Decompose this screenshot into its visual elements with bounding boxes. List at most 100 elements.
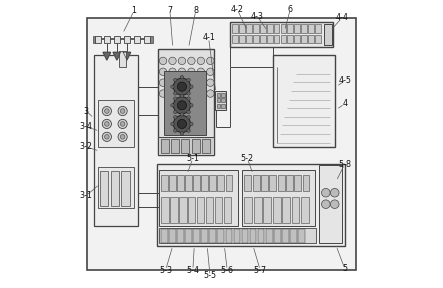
Circle shape [169, 79, 176, 86]
Circle shape [105, 109, 109, 113]
Bar [93, 36, 95, 43]
Bar [194, 175, 200, 191]
Bar [134, 36, 140, 43]
Bar [217, 93, 220, 97]
Bar [111, 171, 119, 206]
Bar [253, 175, 260, 191]
Bar [170, 197, 178, 223]
Circle shape [118, 132, 127, 141]
Circle shape [190, 85, 193, 88]
Circle shape [178, 57, 186, 65]
Bar [288, 35, 293, 43]
Circle shape [322, 200, 330, 209]
Bar [185, 229, 192, 242]
Bar [114, 36, 120, 43]
Text: 4-1: 4-1 [202, 33, 215, 42]
Bar [260, 24, 266, 33]
Circle shape [206, 79, 214, 86]
Bar [274, 35, 280, 43]
Bar [177, 229, 184, 242]
Circle shape [174, 97, 177, 100]
Circle shape [206, 68, 214, 75]
Bar [121, 171, 130, 206]
Circle shape [178, 79, 186, 86]
Circle shape [188, 90, 195, 97]
Circle shape [190, 122, 193, 126]
Bar [254, 197, 262, 223]
Bar [150, 36, 153, 43]
Circle shape [169, 68, 176, 75]
Bar [280, 35, 286, 43]
Circle shape [169, 90, 176, 97]
Bar [104, 36, 110, 43]
Circle shape [173, 78, 190, 95]
Text: 1: 1 [132, 6, 136, 15]
Text: 3-1: 3-1 [80, 191, 93, 200]
Text: 3-2: 3-2 [80, 142, 93, 151]
Bar [239, 24, 245, 33]
Circle shape [206, 57, 214, 65]
Bar [124, 36, 130, 43]
Bar [308, 24, 314, 33]
Circle shape [102, 107, 112, 115]
Circle shape [159, 57, 167, 65]
Bar [98, 100, 133, 147]
Circle shape [322, 188, 330, 197]
Bar [169, 229, 176, 242]
Circle shape [159, 68, 167, 75]
Bar [144, 36, 150, 43]
Circle shape [190, 104, 193, 107]
Bar [217, 98, 220, 103]
Circle shape [171, 85, 174, 88]
Bar [245, 197, 252, 223]
Circle shape [174, 92, 177, 95]
Bar [263, 197, 271, 223]
Bar [224, 197, 231, 223]
Circle shape [105, 134, 109, 139]
Bar [98, 167, 133, 209]
Bar [278, 175, 284, 191]
Circle shape [187, 97, 190, 100]
Bar [161, 197, 169, 223]
Circle shape [102, 119, 112, 128]
Bar [188, 197, 195, 223]
Bar [87, 18, 356, 270]
Text: 4-3: 4-3 [251, 12, 264, 21]
Bar [215, 91, 226, 110]
Circle shape [180, 132, 184, 135]
Bar [119, 51, 126, 67]
Bar [221, 93, 225, 97]
Bar [159, 50, 214, 156]
Circle shape [177, 119, 187, 128]
Circle shape [180, 113, 184, 116]
Bar [303, 175, 310, 191]
Bar [161, 175, 168, 191]
Text: 6: 6 [288, 5, 293, 14]
Bar [290, 229, 297, 242]
Circle shape [120, 109, 125, 113]
Circle shape [174, 129, 177, 132]
Bar [217, 104, 220, 108]
Bar [315, 24, 321, 33]
Bar [301, 35, 307, 43]
Bar [210, 229, 216, 242]
Circle shape [180, 94, 184, 98]
Bar [95, 36, 101, 43]
Polygon shape [103, 52, 111, 60]
Bar [274, 24, 280, 33]
Text: 5-3: 5-3 [159, 266, 172, 275]
Polygon shape [113, 52, 120, 60]
Bar [94, 55, 138, 226]
Bar [274, 229, 280, 242]
Text: 5-5: 5-5 [203, 271, 217, 280]
Circle shape [180, 113, 184, 116]
Bar [267, 24, 272, 33]
Bar [169, 175, 176, 191]
Bar [246, 24, 252, 33]
Circle shape [188, 79, 195, 86]
Circle shape [177, 82, 187, 91]
Bar [233, 229, 241, 242]
Text: 8: 8 [193, 6, 198, 15]
Bar [225, 175, 232, 191]
Circle shape [178, 90, 186, 97]
